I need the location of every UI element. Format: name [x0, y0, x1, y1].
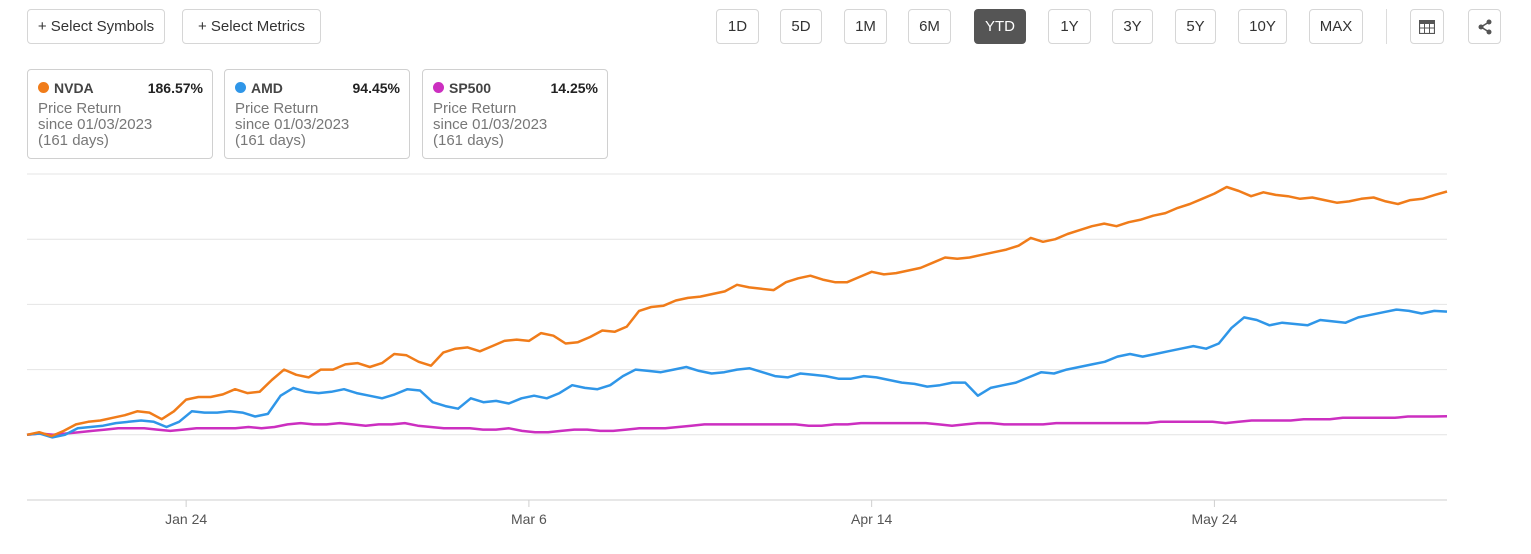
range-3y-button[interactable]: 3Y [1112, 9, 1153, 44]
series-line-amd[interactable] [26, 308, 1448, 439]
series-line-sp500[interactable] [26, 414, 1448, 437]
range-ytd-button[interactable]: YTD [974, 9, 1026, 44]
legend-days: (161 days) [38, 132, 109, 149]
series-color-dot [235, 82, 246, 93]
share-icon [1478, 19, 1491, 34]
legend-days: (161 days) [235, 132, 306, 149]
series-color-dot [38, 82, 49, 93]
legend-since: since 01/03/2023 [433, 116, 548, 133]
x-tick-label: Mar 6 [511, 511, 547, 527]
range-1m-button[interactable]: 1M [844, 9, 887, 44]
legend-symbol: NVDA [54, 79, 94, 96]
legend-since: since 01/03/2023 [38, 116, 153, 133]
legend-value: 94.45% [352, 79, 400, 96]
range-5y-button[interactable]: 5Y [1175, 9, 1216, 44]
legend-since: since 01/03/2023 [235, 116, 350, 133]
legend-card-nvda[interactable]: NVDA 186.57% Price Return since 01/03/20… [27, 69, 213, 159]
series-line-nvda[interactable] [26, 185, 1448, 438]
share-button[interactable] [1468, 9, 1501, 44]
legend-symbol: SP500 [449, 79, 492, 96]
legend-card-amd[interactable]: AMD 94.45% Price Return since 01/03/2023… [224, 69, 410, 159]
range-1d-button[interactable]: 1D [716, 9, 759, 44]
range-1y-button[interactable]: 1Y [1048, 9, 1091, 44]
table-icon [1419, 19, 1435, 34]
legend-value: 14.25% [550, 79, 598, 96]
legend-value: 186.57% [147, 79, 203, 96]
price-return-chart[interactable]: Jan 24 Mar 6 Apr 14 May 24 [0, 168, 1531, 554]
x-tick-label: Apr 14 [851, 511, 892, 527]
x-tick-label: Jan 24 [165, 511, 207, 527]
range-6m-button[interactable]: 6M [908, 9, 951, 44]
x-tick-label: May 24 [1191, 511, 1237, 527]
legend-card-sp500[interactable]: SP500 14.25% Price Return since 01/03/20… [422, 69, 608, 159]
legend-metric: Price Return [235, 100, 319, 117]
range-max-button[interactable]: MAX [1309, 9, 1363, 44]
legend-metric: Price Return [433, 100, 517, 117]
legend-days: (161 days) [433, 132, 504, 149]
range-5d-button[interactable]: 5D [780, 9, 822, 44]
select-metrics-button[interactable]: + Select Metrics [182, 9, 321, 44]
legend-metric: Price Return [38, 100, 122, 117]
series-color-dot [433, 82, 444, 93]
legend-symbol: AMD [251, 79, 283, 96]
range-10y-button[interactable]: 10Y [1238, 9, 1287, 44]
toolbar-divider [1386, 9, 1387, 44]
select-symbols-button[interactable]: + Select Symbols [27, 9, 165, 44]
table-view-button[interactable] [1410, 9, 1444, 44]
